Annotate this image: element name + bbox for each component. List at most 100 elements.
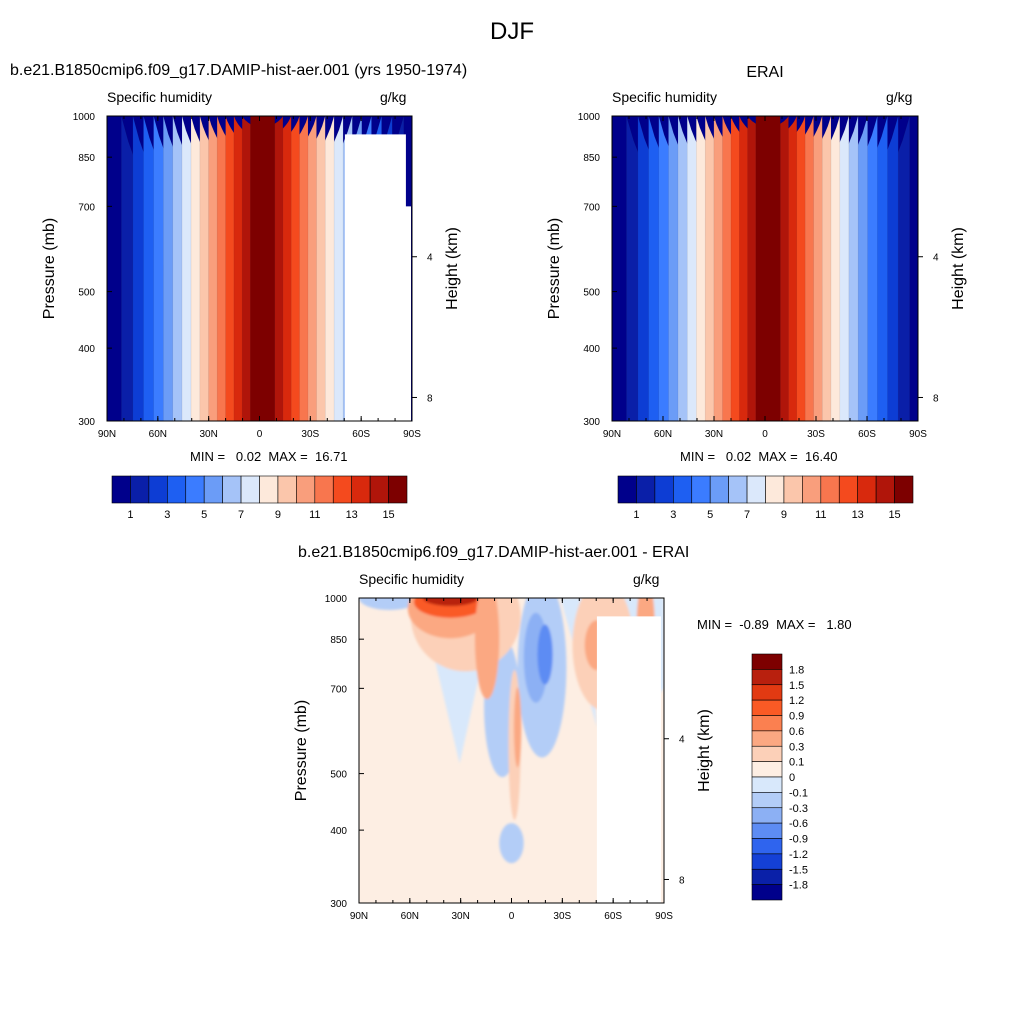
y-tick-label: 400	[330, 826, 347, 837]
negative-region	[359, 598, 420, 610]
colorbar-swatch	[751, 745, 783, 762]
contour-band	[755, 116, 781, 421]
colorbar-swatch	[369, 475, 389, 504]
x-tick-label: 30N	[451, 911, 469, 922]
colorbar-swatch	[654, 475, 674, 504]
colorbar-swatch	[259, 475, 279, 504]
colorbar-swatch	[751, 669, 783, 686]
colorbar-label: -0.6	[789, 818, 808, 830]
panel3-units-label: g/kg	[633, 571, 660, 587]
colorbar-swatch	[388, 475, 408, 504]
x-tick-label: 30S	[807, 429, 825, 440]
panel1-title: b.e21.B1850cmip6.f09_g17.DAMIP-hist-aer.…	[10, 62, 468, 79]
y-tick-label: 300	[330, 899, 347, 910]
y-tick-label: 300	[583, 417, 600, 428]
x-tick-label: 90N	[603, 429, 621, 440]
colorbar-label: -0.9	[789, 834, 808, 846]
y2-tick-label: 8	[679, 875, 685, 886]
y-tick-label: 700	[583, 202, 600, 213]
colorbar-swatch	[203, 475, 223, 504]
colorbar-label: 0.6	[789, 726, 804, 738]
y-tick-label: 700	[330, 684, 347, 695]
colorbar-label: 1.2	[789, 695, 804, 707]
y-tick-label: 400	[583, 344, 600, 355]
colorbar-label: -0.1	[789, 787, 808, 799]
colorbar-label: 3	[164, 509, 170, 521]
panel3-colorbar: 1.8 1.5 1.2 0.9 0.6 0.3 0.1 0 -0.1 -0.3 -0.6 -0.9 -1…	[751, 653, 808, 901]
colorbar-label: 1	[127, 509, 133, 521]
colorbar-swatch	[751, 715, 783, 732]
colorbar-label: -1.8	[789, 880, 808, 892]
panel2-units-label: g/kg	[886, 89, 913, 105]
x-tick-label: 60N	[654, 429, 672, 440]
colorbar-swatch	[240, 475, 260, 504]
panel1-variable-label: Specific humidity	[107, 89, 213, 105]
colorbar-swatch	[673, 475, 693, 504]
panel1-plot: 90N 60N 30N 0 30S 60S 90S 300 400 500 700 850 1000 8 4…	[41, 112, 461, 440]
y2-axis-title: Height (km)	[696, 709, 713, 792]
colorbar-label: 0.1	[789, 757, 804, 769]
y-axis-title: Pressure (mb)	[546, 218, 563, 319]
colorbar-swatch	[130, 475, 150, 504]
colorbar-label: 7	[238, 509, 244, 521]
colorbar-swatch	[875, 475, 895, 504]
missing-data-patch	[344, 134, 406, 421]
colorbar-label: 0.3	[789, 741, 804, 753]
y-tick-label: 850	[330, 635, 347, 646]
y2-tick-label: 4	[679, 735, 685, 746]
contour-band	[250, 116, 276, 421]
colorbar-label: 1.5	[789, 680, 804, 692]
colorbar-swatch	[751, 838, 783, 855]
panel2-title: ERAI	[746, 64, 784, 81]
colorbar-label: -1.2	[789, 849, 808, 861]
colorbar-label: 11	[815, 509, 826, 521]
colorbar-swatch	[332, 475, 352, 504]
colorbar-label: 1.8	[789, 664, 804, 676]
colorbar-swatch	[802, 475, 822, 504]
y-tick-label: 850	[583, 153, 600, 164]
panel3-min-max: MIN = -0.89 MAX = 1.80	[697, 617, 852, 632]
y-tick-label: 1000	[578, 112, 601, 123]
y2-tick-label: 8	[427, 393, 433, 404]
x-tick-label: 30S	[301, 429, 319, 440]
colorbar-swatch	[894, 475, 914, 504]
colorbar-swatch	[222, 475, 242, 504]
colorbar-label: 1	[633, 509, 639, 521]
colorbar-swatch	[751, 822, 783, 839]
page-title: DJF	[490, 18, 534, 45]
y-tick-label: 1000	[325, 594, 348, 605]
x-tick-label: 90N	[98, 429, 116, 440]
colorbar-label: 13	[852, 509, 864, 521]
colorbar-swatch	[296, 475, 316, 504]
y2-tick-label: 8	[933, 393, 939, 404]
y-tick-label: 500	[78, 288, 95, 299]
colorbar-swatch	[783, 475, 803, 504]
negative-region	[499, 823, 524, 864]
colorbar-swatch	[820, 475, 840, 504]
y-tick-label: 700	[78, 202, 95, 213]
colorbar-swatch	[185, 475, 205, 504]
colorbar-swatch	[351, 475, 371, 504]
colorbar-swatch	[167, 475, 187, 504]
colorbar-label: 9	[275, 509, 281, 521]
colorbar-swatch	[617, 475, 637, 504]
x-tick-label: 30N	[199, 429, 217, 440]
x-tick-label: 0	[509, 911, 515, 922]
y-tick-label: 400	[78, 344, 95, 355]
colorbar-swatch	[751, 761, 783, 778]
y-tick-label: 500	[330, 770, 347, 781]
panel1-colorbar: 1 3 5 7 9 11 13 15	[111, 475, 408, 521]
colorbar-label: 0.9	[789, 711, 804, 723]
positive-region	[423, 598, 478, 606]
contour-fill-group	[626, 116, 910, 421]
x-tick-label: 30S	[553, 911, 571, 922]
panel2-colorbar: 1 3 5 7 9 11 13 15	[617, 475, 914, 521]
y2-tick-label: 4	[933, 253, 939, 264]
colorbar-swatch	[148, 475, 168, 504]
panel1-units-label: g/kg	[380, 89, 407, 105]
colorbar-swatch	[751, 699, 783, 716]
colorbar-swatch	[636, 475, 656, 504]
x-tick-label: 90S	[909, 429, 927, 440]
x-tick-label: 0	[762, 429, 768, 440]
colorbar-swatch	[838, 475, 858, 504]
